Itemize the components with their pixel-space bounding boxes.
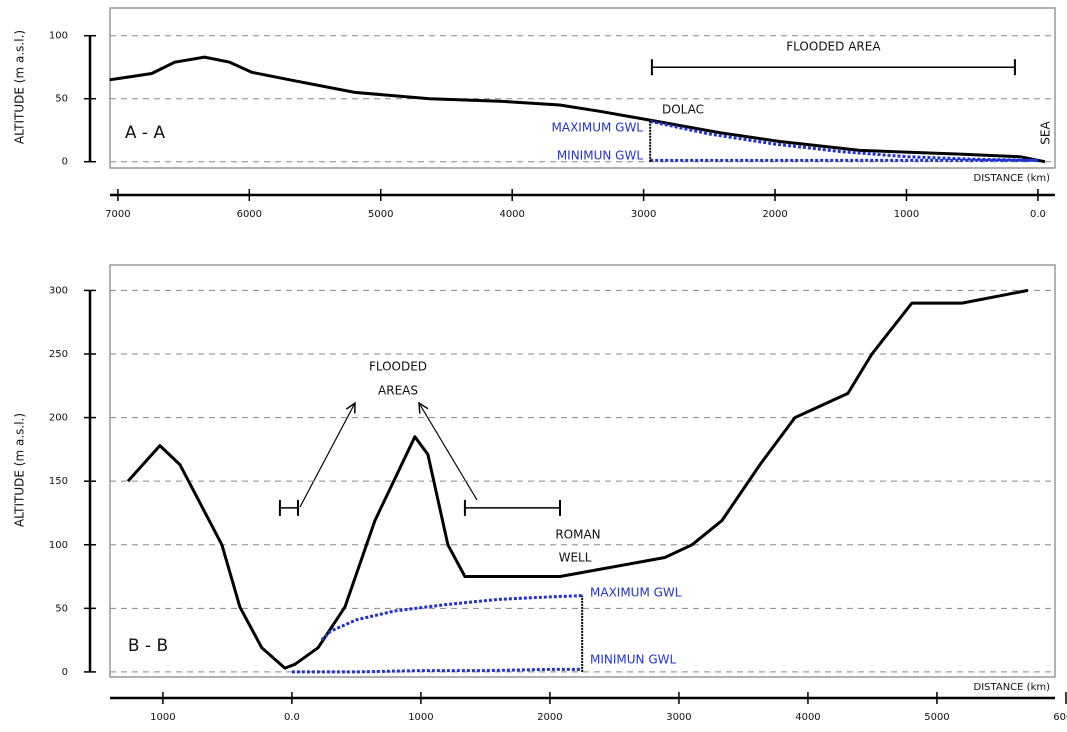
x-tick-label: 5000	[368, 209, 393, 220]
annotation: ROMAN	[555, 528, 600, 542]
x-tick-label: 4000	[795, 712, 820, 723]
series-label: MAXIMUM GWL	[590, 586, 682, 600]
x-tick-label: 1000	[150, 712, 175, 723]
x-tick-label: 3000	[666, 712, 691, 723]
x-tick-label: 6000	[237, 209, 262, 220]
arrow	[299, 403, 355, 508]
y-tick-label: 0	[62, 667, 68, 678]
gwl-line	[291, 667, 583, 674]
x-tick-label: 0.0	[284, 712, 300, 723]
x-tick-label: 2000	[762, 209, 787, 220]
x-tick-label: 2000	[537, 712, 562, 723]
plot-frame	[109, 264, 1056, 678]
arrow	[419, 403, 478, 501]
annotation: AREAS	[378, 384, 418, 398]
y-tick-label: 250	[49, 349, 68, 360]
annotation: SEA	[1039, 121, 1053, 145]
y-tick-label: 50	[55, 94, 68, 105]
annotation: DOLAC	[662, 103, 704, 117]
x-axis-label: DISTANCE (km)	[974, 173, 1051, 184]
x-tick-label: 6000	[1053, 712, 1067, 723]
x-tick-label: 0.0	[1030, 209, 1046, 220]
y-tick-label: 200	[49, 413, 68, 424]
plot-frame	[109, 7, 1056, 169]
series-label: MAXIMUM GWL	[552, 121, 644, 135]
x-tick-label: 7000	[105, 209, 130, 220]
section-label: A - A	[125, 123, 166, 143]
y-tick-label: 150	[49, 476, 68, 487]
gwl-line	[649, 119, 1038, 162]
y-tick-label: 100	[49, 540, 68, 551]
range-label: FLOODED AREA	[786, 40, 881, 54]
section-label: B - B	[128, 636, 168, 656]
ground-profile	[109, 55, 1046, 164]
y-axis-label: ALTITUDE (m a.s.l.)	[13, 30, 27, 144]
series-label: MINIMUN GWL	[557, 149, 644, 163]
annotation: FLOODED	[369, 360, 427, 374]
x-tick-label: 4000	[499, 209, 524, 220]
annotation: WELL	[559, 551, 592, 565]
gwl-line	[320, 594, 583, 642]
ground-profile	[126, 288, 1029, 670]
y-tick-label: 300	[49, 285, 68, 296]
x-tick-label: 1000	[408, 712, 433, 723]
x-tick-label: 5000	[924, 712, 949, 723]
series-label: MINIMUN GWL	[590, 653, 677, 667]
y-tick-label: 100	[49, 31, 68, 42]
x-tick-label: 1000	[894, 209, 919, 220]
x-tick-label: 3000	[631, 209, 656, 220]
x-axis-label: DISTANCE (km)	[974, 682, 1051, 693]
y-tick-label: 50	[55, 603, 68, 614]
y-axis-label: ALTITUDE (m a.s.l.)	[13, 413, 27, 527]
y-tick-label: 0	[62, 157, 68, 168]
